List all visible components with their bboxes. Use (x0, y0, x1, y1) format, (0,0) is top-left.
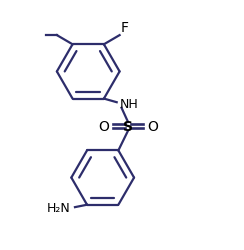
Text: NH: NH (120, 98, 138, 110)
Text: S: S (123, 120, 133, 134)
Text: O: O (147, 120, 158, 134)
Text: H₂N: H₂N (46, 201, 70, 214)
Text: F: F (121, 21, 129, 35)
Text: O: O (98, 120, 109, 134)
